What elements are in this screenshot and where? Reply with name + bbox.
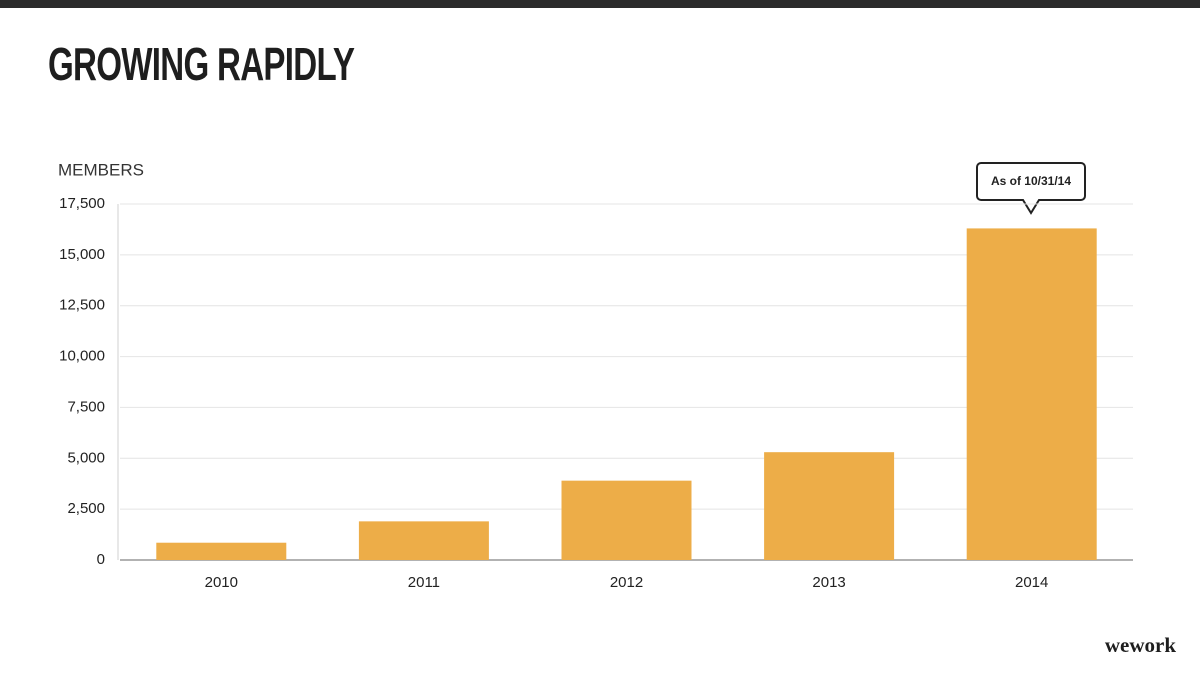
bar [561, 480, 692, 560]
logo: wework [1105, 633, 1176, 657]
y-tick-label: 15,000 [59, 246, 105, 263]
x-tick-label: 2010 [205, 574, 238, 591]
y-axis-label: MEMBERS [58, 160, 144, 179]
chart-title: GROWING RAPIDLY [48, 40, 355, 90]
y-tick-label: 17,500 [59, 195, 105, 212]
y-tick-label: 10,000 [59, 348, 105, 365]
bar [764, 452, 895, 560]
y-tick-label: 2,500 [67, 500, 105, 517]
y-tick-label: 7,500 [67, 398, 105, 415]
top-bar [0, 0, 1200, 8]
x-tick-label: 2013 [812, 574, 845, 591]
y-tick-label: 12,500 [59, 297, 105, 314]
y-tick-label: 5,000 [67, 449, 105, 466]
annotation: As of 10/31/14 [991, 174, 1071, 188]
bar [156, 542, 287, 560]
y-tick-label: 0 [97, 551, 105, 568]
x-tick-label: 2011 [408, 574, 440, 591]
bar [358, 521, 489, 560]
bar [966, 228, 1097, 560]
callout-box [976, 162, 1086, 215]
x-tick-label: 2012 [610, 574, 643, 591]
x-tick-label: 2014 [1015, 574, 1048, 591]
